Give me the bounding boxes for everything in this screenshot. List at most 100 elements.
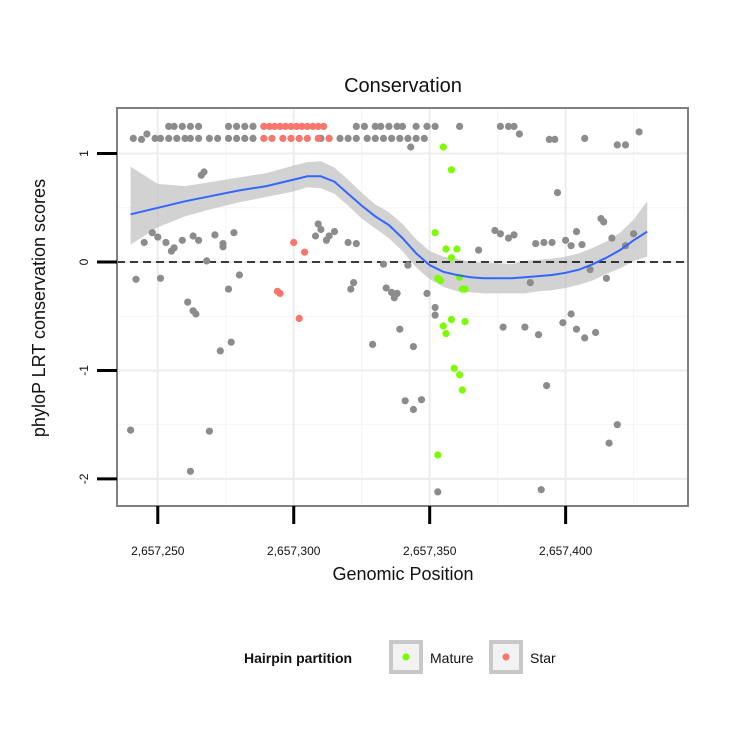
point-mature bbox=[431, 229, 439, 237]
point-other bbox=[543, 382, 551, 390]
point-other bbox=[233, 134, 241, 142]
point-other bbox=[137, 135, 146, 143]
point-other bbox=[129, 134, 137, 142]
point-other bbox=[195, 236, 203, 244]
plot-area: -2 -1 0 1 2,657,250 2,657,300 2,657,350 2,657,4… bbox=[77, 107, 689, 558]
point-other bbox=[559, 319, 567, 327]
point-star bbox=[290, 238, 298, 247]
point-other bbox=[613, 421, 621, 429]
point-star bbox=[325, 134, 333, 142]
point-other bbox=[534, 331, 543, 339]
point-other bbox=[154, 233, 162, 241]
point-star bbox=[276, 122, 284, 130]
point-other bbox=[311, 232, 320, 240]
point-other bbox=[521, 323, 529, 331]
point-other bbox=[186, 122, 194, 130]
panel-border bbox=[116, 107, 689, 507]
smooth-trend-line bbox=[130, 175, 648, 280]
point-other bbox=[581, 334, 589, 342]
point-other bbox=[562, 236, 570, 244]
point-other bbox=[181, 134, 189, 142]
point-other bbox=[586, 266, 594, 274]
point-other bbox=[165, 122, 173, 130]
point-other bbox=[216, 347, 224, 355]
x-axis-title: Genomic Position bbox=[332, 564, 473, 584]
legend-marker-mature bbox=[402, 653, 410, 661]
confidence-ribbon bbox=[130, 161, 648, 294]
point-other bbox=[385, 122, 393, 130]
point-other bbox=[526, 279, 534, 287]
point-star bbox=[282, 122, 290, 130]
point-other bbox=[352, 134, 360, 142]
point-other bbox=[545, 135, 553, 143]
point-mature bbox=[447, 166, 455, 174]
point-other bbox=[205, 134, 213, 142]
point-mature bbox=[450, 364, 458, 372]
point-other bbox=[178, 236, 186, 244]
x-tick-label: 2,657,300 bbox=[267, 544, 321, 558]
point-other bbox=[388, 134, 396, 142]
point-star bbox=[260, 134, 268, 142]
point-other bbox=[314, 220, 322, 228]
point-other bbox=[379, 134, 388, 142]
point-other bbox=[431, 311, 439, 319]
point-star bbox=[271, 122, 279, 130]
point-other bbox=[151, 134, 159, 142]
point-other bbox=[330, 228, 339, 236]
point-other bbox=[233, 122, 241, 130]
point-other bbox=[214, 134, 222, 142]
point-other bbox=[540, 238, 548, 247]
point-star bbox=[314, 134, 322, 142]
point-other bbox=[548, 238, 556, 247]
point-other bbox=[551, 135, 559, 143]
point-other bbox=[224, 285, 233, 293]
legend-title: Hairpin partition bbox=[244, 650, 352, 666]
point-other bbox=[352, 240, 360, 248]
point-mature bbox=[439, 322, 447, 330]
point-star bbox=[276, 289, 284, 297]
point-other bbox=[224, 122, 233, 130]
point-other bbox=[170, 244, 178, 252]
point-star bbox=[287, 134, 295, 142]
point-star bbox=[303, 134, 311, 142]
point-other bbox=[235, 271, 243, 279]
point-other bbox=[635, 128, 643, 136]
point-other bbox=[398, 122, 407, 130]
point-other bbox=[371, 134, 379, 142]
point-star bbox=[303, 122, 311, 130]
point-other bbox=[431, 122, 439, 130]
point-other bbox=[592, 328, 600, 337]
panel-background bbox=[117, 108, 688, 506]
point-other bbox=[195, 122, 203, 130]
point-other bbox=[211, 231, 219, 239]
point-mature bbox=[461, 318, 469, 326]
point-other bbox=[578, 241, 586, 249]
point-other bbox=[456, 122, 464, 130]
point-other bbox=[407, 143, 415, 151]
point-other bbox=[148, 229, 156, 237]
point-other bbox=[388, 288, 396, 296]
x-tick-label: 2,657,250 bbox=[131, 544, 185, 558]
legend-label-star: Star bbox=[530, 650, 556, 666]
point-other bbox=[156, 134, 165, 142]
y-tick-label: 0 bbox=[77, 258, 91, 265]
point-star bbox=[260, 122, 268, 130]
point-other bbox=[162, 238, 170, 247]
point-star bbox=[301, 248, 309, 256]
point-other bbox=[581, 134, 589, 142]
point-other bbox=[412, 134, 420, 142]
point-other bbox=[344, 134, 352, 142]
point-star bbox=[268, 134, 276, 142]
point-other bbox=[605, 439, 613, 447]
point-mature bbox=[458, 386, 466, 394]
x-tick-label: 2,657,400 bbox=[539, 544, 593, 558]
point-other bbox=[192, 310, 200, 318]
y-tick-label: -1 bbox=[77, 365, 91, 376]
point-other bbox=[127, 426, 135, 434]
point-star bbox=[314, 122, 322, 130]
y-tick-label: -2 bbox=[77, 473, 91, 484]
point-other bbox=[241, 134, 249, 142]
point-other bbox=[186, 467, 194, 475]
point-other bbox=[621, 141, 630, 149]
point-other bbox=[325, 232, 333, 240]
